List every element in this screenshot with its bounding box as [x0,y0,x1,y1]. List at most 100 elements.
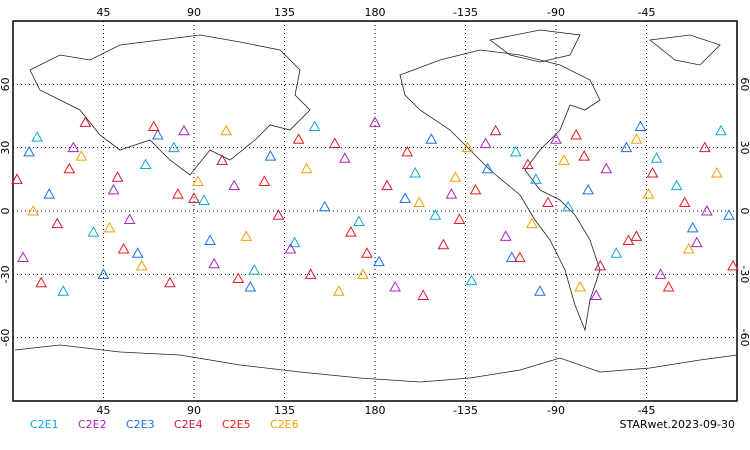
triangle-marker [682,242,695,254]
triangle-marker [530,173,542,184]
triangle-marker [328,137,341,148]
triangle-marker [409,166,422,178]
triangle-marker [332,285,345,296]
triangle-marker [97,268,110,279]
y-tick-label: 60 [738,77,750,91]
y-tick-label: 30 [738,141,750,155]
triangle-marker [578,150,591,161]
y-tick-label: -60 [0,329,12,347]
triangle-marker [198,194,210,205]
triangle-marker [51,217,64,229]
triangle-marker [489,124,502,136]
triangle-marker [107,183,120,195]
triangle-marker [499,230,512,241]
triangle-marker [590,289,603,300]
triangle-marker [509,145,522,157]
triangle-marker [594,259,607,271]
triangle-marker [131,247,144,258]
legend-entry: C2E3 [126,418,155,431]
triangle-marker [168,141,180,153]
triangle-marker [389,280,401,292]
triangle-marker [469,183,482,195]
triangle-marker [399,192,412,203]
triangle-marker [642,188,655,199]
triangle-marker [361,247,373,258]
triangle-marker [461,141,474,153]
y-tick-label: -30 [0,265,12,283]
triangle-marker [481,162,494,174]
triangle-marker [558,154,570,165]
triangle-marker [550,133,562,144]
triangle-marker [429,209,442,220]
x-tick-label: -45 [638,404,656,417]
triangle-marker [526,217,538,229]
triangle-marker [369,116,381,127]
triangle-marker [292,133,305,144]
triangle-marker [654,268,667,279]
triangle-marker [513,251,526,262]
x-tick-label: -90 [547,6,565,19]
triangle-marker [123,213,136,224]
triangle-marker [570,128,582,140]
triangle-marker [103,221,116,233]
triangle-marker [147,120,160,132]
triangle-marker [686,221,699,233]
triangle-marker [650,152,663,163]
x-tick-label: -90 [547,404,565,417]
triangle-marker [678,196,691,208]
legend-entry: C2E1 [30,418,59,431]
triangle-marker [622,234,635,246]
triangle-marker [111,171,124,182]
y-tick-label: -60 [738,329,750,347]
triangle-marker [505,251,518,262]
triangle-marker [620,141,633,153]
triangle-marker [220,124,233,136]
triangle-marker [172,188,184,199]
triangle-marker [345,226,357,237]
coastlines [14,29,738,383]
triangle-marker [11,173,23,184]
triangle-marker [258,175,271,186]
y-tick-label: 0 [738,208,750,215]
triangle-marker [244,280,257,292]
triangle-marker [574,280,586,292]
triangle-marker [318,200,331,212]
triangle-marker [413,196,426,208]
triangle-marker [690,236,703,248]
triangle-marker [646,166,659,178]
triangle-marker [338,152,351,163]
triangle-marker [634,120,647,132]
triangle-marker [264,150,277,161]
triangle-marker [698,141,711,153]
y-tick-label: 0 [0,208,12,215]
triangle-marker [208,257,220,269]
x-tick-label: 180 [365,404,386,417]
y-tick-label: 60 [0,77,12,91]
triangle-marker [178,124,190,136]
triangle-marker [534,285,546,296]
triangle-marker [117,242,130,254]
triangle-marker [27,204,39,216]
triangle-marker [630,133,643,144]
triangle-marker [453,213,466,224]
x-tick-label: -135 [453,6,478,19]
triangle-marker [188,192,200,203]
triangle-marker [381,179,393,191]
triangle-marker [425,133,438,144]
legend-entry: C2E2 [78,418,107,431]
triangle-marker [23,145,35,157]
triangle-marker [35,276,48,288]
triangle-marker [308,120,321,132]
triangle-marker [727,259,739,271]
triangle-marker [445,188,458,199]
triangle-marker [723,209,735,220]
triangle-marker [357,268,369,279]
triangle-marker [479,137,492,148]
triangle-marker [57,285,70,296]
triangle-marker [17,251,29,262]
triangle-marker [600,162,613,174]
triangle-marker [139,158,152,170]
triangle-marker [304,268,317,279]
triangle-marker [240,230,253,241]
